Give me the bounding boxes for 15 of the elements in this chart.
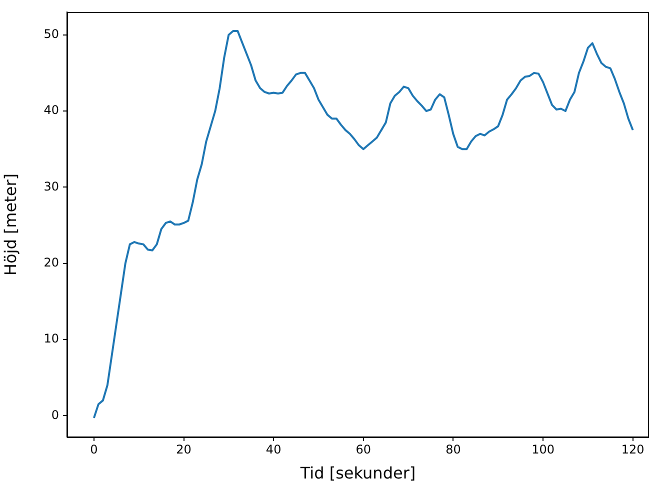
y-tick-label: 50 — [44, 26, 59, 41]
x-axis-title: Tid [sekunder] — [299, 464, 416, 483]
x-tick-label: 80 — [446, 442, 461, 456]
y-axis-title: Höjd [meter] — [0, 173, 20, 276]
y-tick-label: 0 — [51, 408, 59, 422]
y-tick-label: 30 — [44, 179, 59, 194]
x-tick-label: 120 — [621, 442, 644, 456]
x-tick-label: 100 — [532, 442, 554, 456]
x-tick-label: 20 — [176, 442, 192, 456]
x-tick-label: 60 — [356, 442, 372, 456]
x-tick-label: 0 — [90, 442, 98, 456]
y-tick-label: 20 — [44, 255, 59, 270]
y-tick-label: 10 — [44, 332, 59, 346]
y-tick-label: 40 — [44, 103, 59, 118]
x-tick-label: 40 — [266, 442, 282, 456]
